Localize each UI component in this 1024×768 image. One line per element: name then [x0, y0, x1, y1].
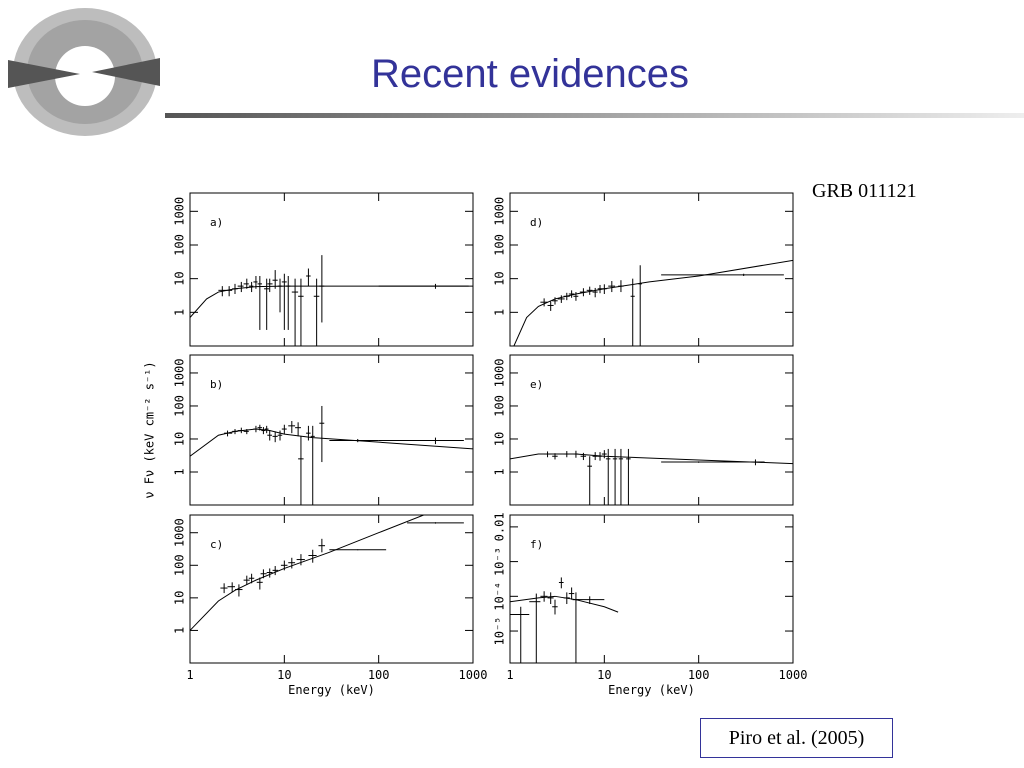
y-tick-label: 10 — [173, 432, 187, 446]
citation: Piro et al. (2005) — [700, 718, 893, 758]
frame — [189, 192, 474, 347]
y-tick-label: 1 — [493, 468, 507, 475]
y-tick-label: 10⁻⁵ — [493, 617, 507, 646]
panel-label: b) — [210, 378, 223, 391]
panel-label: e) — [530, 378, 543, 391]
x-tick-label: 100 — [368, 668, 390, 682]
x-tick-label: 100 — [688, 668, 710, 682]
x-axis-label: Energy (keV) — [608, 683, 695, 697]
data-layer — [190, 515, 464, 631]
y-tick-label: 100 — [493, 234, 507, 256]
y-tick-label: 10 — [493, 432, 507, 446]
model-line — [513, 259, 793, 346]
x-tick-label: 1 — [186, 668, 193, 682]
data-layer — [190, 255, 473, 346]
y-tick-label: 100 — [173, 234, 187, 256]
y-tick-label: 10⁻⁴ — [493, 582, 507, 611]
y-tick-label: 1000 — [173, 518, 187, 547]
y-tick-label: 1 — [173, 627, 187, 634]
y-tick-label: 1 — [173, 309, 187, 316]
x-tick-label: 1000 — [459, 668, 488, 682]
model-line — [190, 515, 424, 631]
y-tick-label: 1 — [493, 309, 507, 316]
y-tick-label: 10 — [173, 591, 187, 605]
y-tick-label: 10 — [493, 271, 507, 285]
x-tick-label: 1000 — [779, 668, 808, 682]
panel-label: d) — [530, 216, 543, 229]
data-layer — [510, 448, 793, 505]
slide-title: Recent evidences — [371, 52, 689, 96]
data-layer — [510, 577, 619, 663]
logo-jet-left — [8, 60, 80, 88]
y-tick-label: 1000 — [493, 197, 507, 226]
title-rule — [165, 113, 1024, 118]
frame — [189, 514, 474, 664]
frame — [509, 192, 794, 347]
panel-label: c) — [210, 538, 223, 551]
model-line — [190, 285, 473, 318]
model-line — [190, 428, 473, 457]
y-tick-label: 100 — [493, 395, 507, 417]
y-tick-label: 1000 — [493, 359, 507, 388]
y-tick-label: 1 — [173, 468, 187, 475]
panel-label: f) — [530, 538, 543, 551]
y-tick-label: 10 — [173, 271, 187, 285]
logo-jet-right — [92, 58, 160, 86]
data-layer — [190, 405, 473, 505]
y-tick-label: 1000 — [173, 197, 187, 226]
logo — [8, 8, 160, 136]
model-line — [510, 595, 619, 613]
y-tick-label: 0.01 — [493, 512, 507, 541]
x-tick-label: 10 — [597, 668, 611, 682]
frame — [509, 354, 794, 506]
logo-core — [55, 46, 115, 106]
frame — [189, 354, 474, 506]
y-axis-label: ν Fν (keV cm⁻² s⁻¹) — [143, 361, 157, 498]
panel-label: a) — [210, 216, 223, 229]
y-tick-label: 1000 — [173, 359, 187, 388]
model-line — [510, 453, 793, 465]
x-axis-label: Energy (keV) — [288, 683, 375, 697]
grb-label: GRB 011121 — [812, 180, 917, 202]
y-tick-label: 10⁻³ — [493, 547, 507, 576]
data-layer — [513, 259, 793, 346]
rule — [165, 113, 1024, 118]
frame — [509, 514, 794, 664]
x-tick-label: 1 — [506, 668, 513, 682]
y-tick-label: 100 — [173, 554, 187, 576]
y-tick-label: 100 — [173, 395, 187, 417]
x-tick-label: 10 — [277, 668, 291, 682]
